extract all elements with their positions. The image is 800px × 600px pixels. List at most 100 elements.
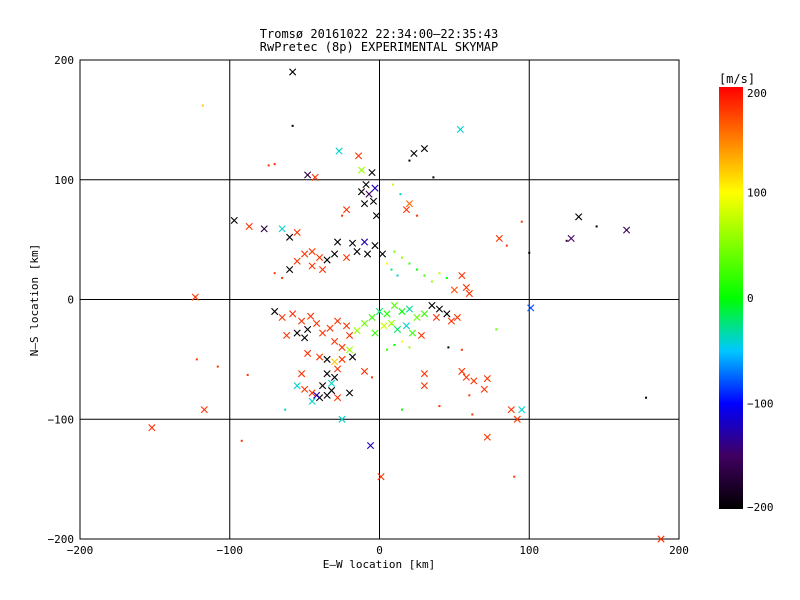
data-point-dot — [408, 262, 411, 265]
data-point-dot — [415, 268, 418, 271]
data-point-dot — [415, 214, 418, 217]
chart-title: Tromsø 20161022 22:34:00–22:35:43 — [260, 27, 498, 41]
data-point-cross — [402, 206, 411, 214]
data-point-dot — [273, 272, 276, 275]
data-point-cross — [345, 389, 354, 397]
data-point-cross — [316, 353, 324, 361]
data-point-dot — [267, 164, 270, 167]
data-point-dot — [246, 373, 249, 376]
data-point-cross — [368, 313, 376, 322]
data-point-cross — [387, 319, 396, 328]
data-point-cross — [507, 406, 515, 414]
data-point-cross — [323, 391, 331, 399]
data-point-cross — [398, 307, 406, 316]
colorbar-tick-label: −200 — [747, 501, 774, 514]
colorbar-tick-label: 100 — [747, 187, 767, 200]
data-point-dot — [495, 328, 498, 331]
y-tick-label: −200 — [48, 533, 75, 546]
data-point-dot — [273, 163, 276, 166]
data-point-cross — [319, 265, 327, 274]
data-point-cross — [286, 233, 294, 241]
data-point-cross — [338, 415, 346, 423]
data-point-cross — [622, 226, 631, 234]
data-point-cross — [366, 442, 375, 450]
data-point-cross — [458, 367, 466, 375]
data-point-dot — [400, 256, 403, 259]
data-point-cross — [326, 324, 334, 332]
data-point-dot — [565, 239, 568, 242]
data-point-cross — [417, 331, 426, 340]
data-point-cross — [420, 310, 429, 318]
data-point-cross — [342, 322, 351, 330]
data-point-dot — [408, 346, 411, 349]
data-point-cross — [377, 473, 385, 481]
y-tick-label: −100 — [48, 413, 75, 426]
data-point-cross — [293, 329, 301, 337]
data-point-cross — [357, 188, 366, 196]
data-point-cross — [298, 370, 306, 378]
colorbar-ticks: 200 100 0 −100 −200 — [747, 87, 774, 514]
data-point-cross — [289, 310, 297, 318]
data-point-cross — [353, 327, 361, 335]
data-point-cross — [333, 394, 342, 402]
data-point-cross — [405, 200, 414, 208]
data-point-cross — [495, 234, 503, 243]
data-point-cross — [148, 424, 156, 432]
data-point-cross — [353, 248, 361, 256]
data-point-cross — [278, 225, 286, 233]
data-point-cross — [390, 301, 399, 310]
data-point-cross — [365, 190, 373, 198]
data-point-cross — [348, 239, 357, 247]
data-point-cross — [383, 310, 391, 318]
data-point-cross — [304, 349, 312, 357]
data-point-cross — [191, 293, 199, 301]
data-point-cross — [453, 313, 461, 322]
data-point-cross — [278, 313, 286, 322]
x-axis-label: E–W location [km] — [323, 558, 436, 571]
data-point-cross — [298, 317, 306, 325]
data-point-cross — [323, 256, 331, 264]
data-point-dot — [432, 176, 435, 179]
data-point-cross — [393, 325, 402, 334]
data-point-cross — [342, 253, 351, 262]
data-point-dot — [430, 280, 433, 283]
data-point-cross — [371, 242, 379, 250]
data-point-cross — [348, 353, 357, 361]
data-point-cross — [420, 370, 429, 378]
data-point-dot — [399, 193, 402, 196]
data-point-dot — [447, 346, 450, 349]
data-point-cross — [342, 206, 351, 214]
x-tick-label: 200 — [669, 544, 689, 557]
y-tick-label: 0 — [67, 294, 74, 307]
data-point-cross — [293, 257, 301, 265]
y-axis-ticks: −200 −100 0 100 200 — [48, 54, 75, 546]
data-point-dot — [513, 475, 516, 478]
data-point-cross — [308, 389, 316, 397]
data-point-cross — [200, 406, 208, 414]
data-point-cross — [435, 305, 443, 313]
data-point-dot — [390, 268, 393, 271]
data-point-dot — [393, 250, 396, 253]
data-point-cross — [368, 168, 376, 177]
data-point-dot — [284, 408, 287, 411]
data-point-cross — [330, 358, 339, 366]
data-point-cross — [271, 307, 279, 316]
data-point-cross — [567, 234, 575, 243]
data-point-cross — [402, 322, 411, 330]
data-point-cross — [311, 173, 319, 181]
x-tick-label: −100 — [217, 544, 244, 557]
data-point-cross — [301, 250, 309, 258]
data-point-cross — [335, 147, 343, 155]
data-point-dot — [400, 340, 403, 343]
data-point-cross — [333, 317, 342, 325]
data-point-cross — [319, 329, 327, 337]
data-point-cross — [575, 213, 583, 221]
data-point-cross — [333, 365, 342, 373]
data-point-cross — [465, 289, 473, 298]
data-point-dot — [595, 225, 598, 228]
data-point-cross — [456, 125, 464, 134]
data-point-cross — [410, 149, 418, 157]
data-point-cross — [360, 200, 369, 208]
data-point-dot — [423, 274, 426, 277]
